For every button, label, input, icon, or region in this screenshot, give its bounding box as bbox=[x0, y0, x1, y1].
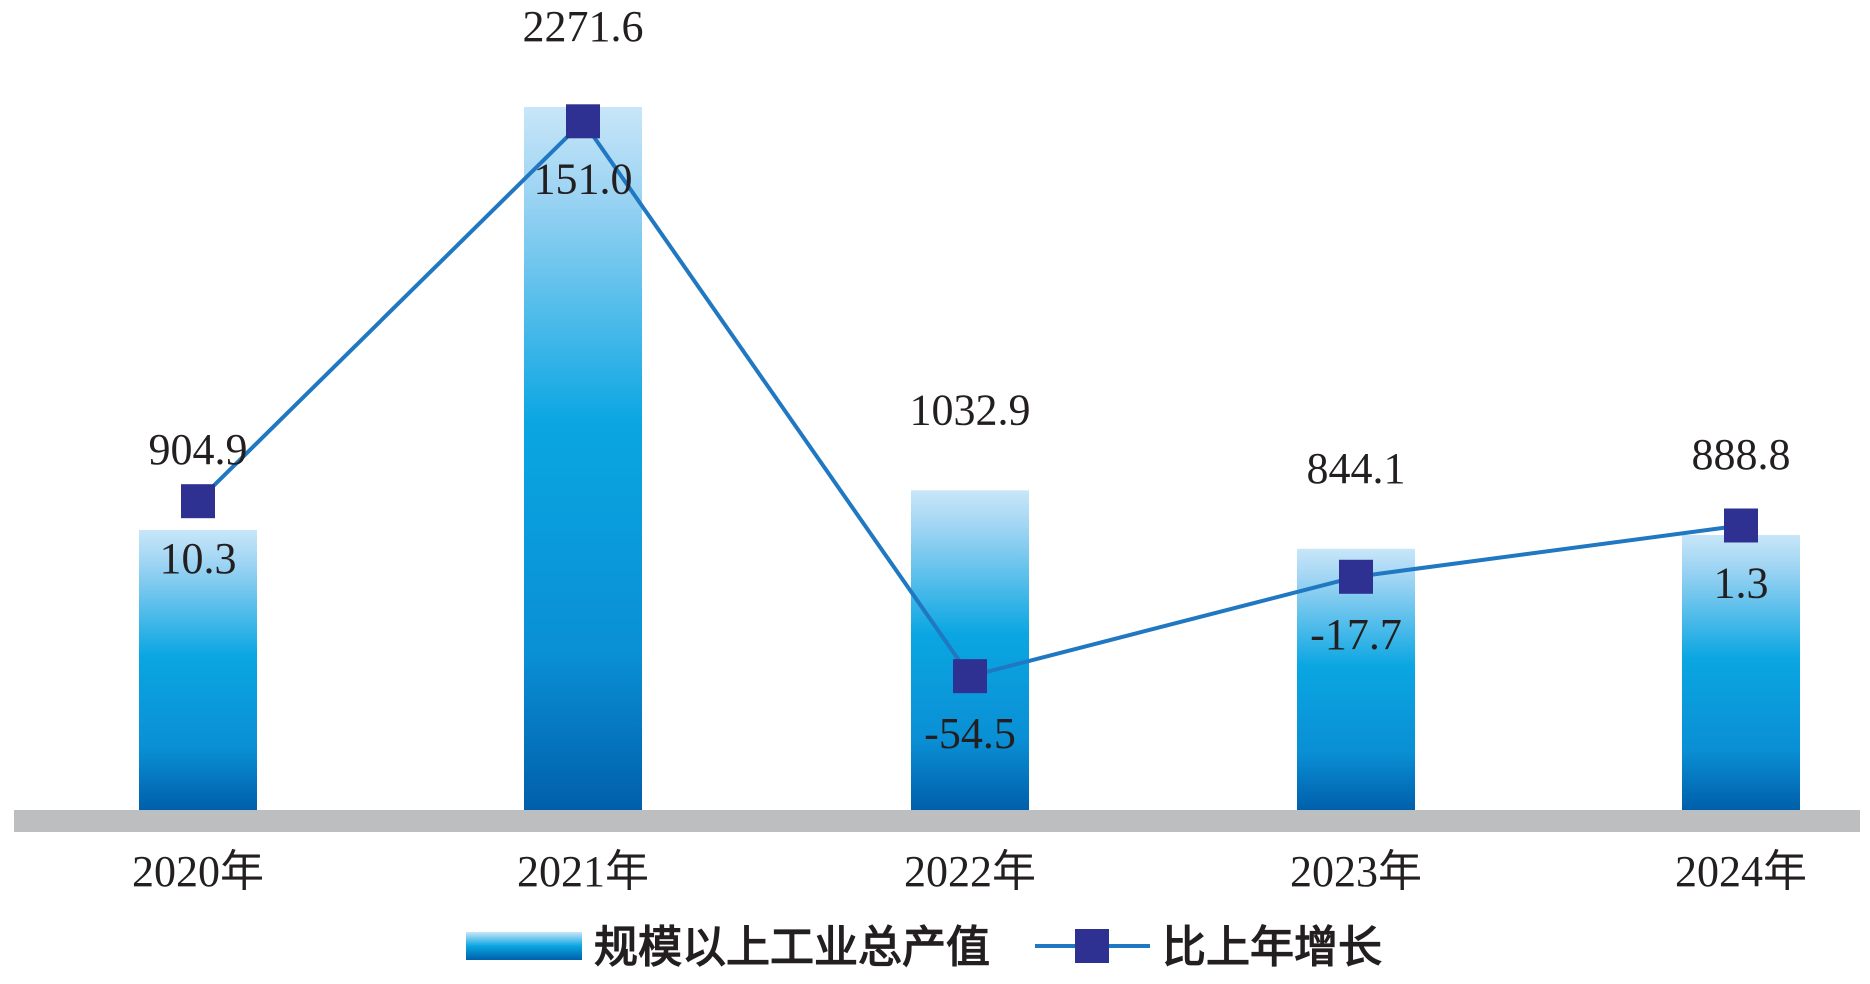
bars-layer bbox=[139, 107, 1800, 810]
bar-2 bbox=[911, 490, 1029, 810]
growth-value-label-2: -54.5 bbox=[924, 709, 1016, 758]
x-tick-label-4: 2024年 bbox=[1675, 847, 1807, 896]
bar-value-label-0: 904.9 bbox=[149, 425, 248, 474]
x-axis-ticks: 2020年 2021年 2022年 2023年 2024年 bbox=[132, 847, 1807, 896]
baseline-axis bbox=[14, 810, 1860, 832]
legend-bar-label: 规模以上工业总产值 bbox=[594, 922, 990, 973]
bar-0 bbox=[139, 529, 257, 810]
bar-1 bbox=[524, 107, 642, 810]
growth-marker-2 bbox=[953, 659, 987, 694]
labels-layer: 904.9 2271.6 1032.9 844.1 888.8 10.3 151.0 -54.… bbox=[149, 2, 1791, 758]
legend: 规模以上工业总产值 比上年增长 bbox=[466, 922, 1382, 973]
growth-value-label-1: 151.0 bbox=[534, 154, 633, 203]
bar-value-label-3: 844.1 bbox=[1307, 444, 1406, 493]
growth-marker-1 bbox=[566, 104, 600, 139]
growth-marker-3 bbox=[1339, 559, 1373, 594]
growth-value-label-0: 10.3 bbox=[160, 534, 237, 583]
x-tick-label-1: 2021年 bbox=[517, 847, 649, 896]
x-tick-label-3: 2023年 bbox=[1290, 847, 1422, 896]
line-layer bbox=[181, 104, 1758, 694]
growth-marker-0 bbox=[181, 484, 215, 519]
bar-value-label-2: 1032.9 bbox=[910, 385, 1031, 434]
growth-marker-4 bbox=[1724, 508, 1758, 543]
x-tick-label-0: 2020年 bbox=[132, 847, 264, 896]
bar-4 bbox=[1682, 534, 1800, 810]
bar-value-label-4: 888.8 bbox=[1692, 430, 1791, 479]
bar-value-label-1: 2271.6 bbox=[523, 2, 644, 51]
legend-line-marker bbox=[1075, 929, 1109, 963]
legend-line-label: 比上年增长 bbox=[1162, 922, 1382, 973]
x-tick-label-2: 2022年 bbox=[904, 847, 1036, 896]
growth-value-label-3: -17.7 bbox=[1310, 610, 1402, 659]
legend-bar-swatch bbox=[466, 932, 582, 960]
growth-value-label-4: 1.3 bbox=[1714, 558, 1769, 607]
